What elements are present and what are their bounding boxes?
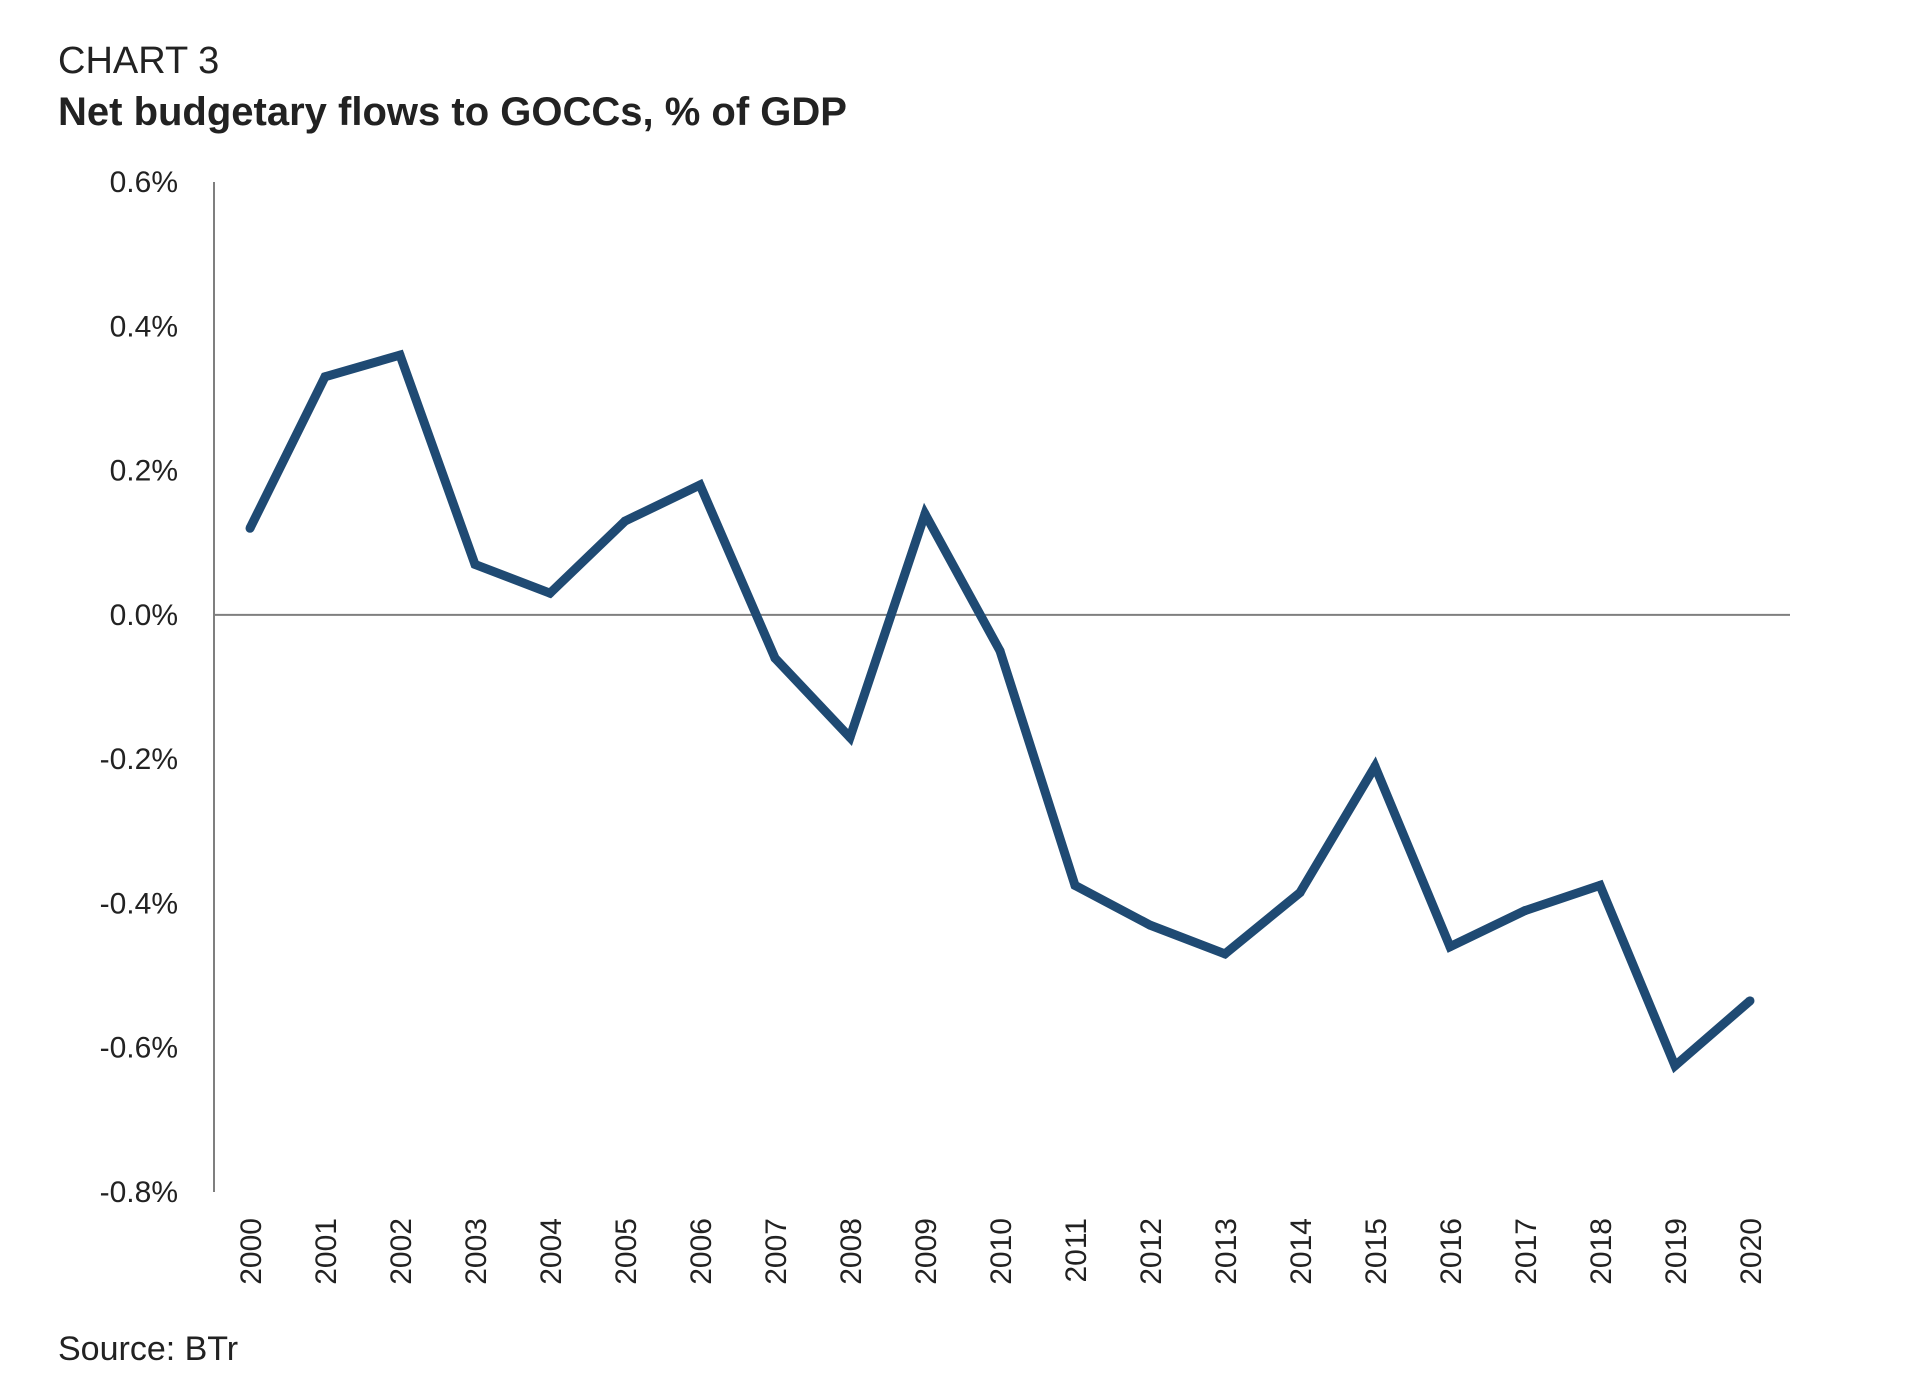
x-tick-label: 2016 bbox=[1435, 1218, 1468, 1285]
x-tick-label: 2010 bbox=[985, 1218, 1018, 1285]
y-tick-label: 0.6% bbox=[110, 166, 178, 199]
x-tick-label: 2006 bbox=[685, 1218, 718, 1285]
x-tick-label: 2003 bbox=[460, 1218, 493, 1285]
data-point bbox=[1520, 906, 1530, 916]
data-point bbox=[1295, 888, 1305, 898]
x-axis: 2000 2001 2002 2003 2004 2005 2006 2007 2008 2009… bbox=[214, 613, 1790, 1285]
data-point bbox=[1145, 920, 1155, 930]
x-tick-label: 2014 bbox=[1285, 1218, 1318, 1285]
y-axis: 0.6% 0.4% 0.2% 0.0% -0.2% -0.4% -0.6% -0.8% bbox=[100, 166, 215, 1209]
data-point bbox=[470, 559, 480, 569]
x-tick-label: 2012 bbox=[1135, 1218, 1168, 1285]
y-tick-label: 0.0% bbox=[110, 599, 178, 632]
series-group bbox=[245, 349, 1755, 1074]
x-tick-label: 2005 bbox=[610, 1218, 643, 1285]
y-tick-label: -0.8% bbox=[100, 1176, 178, 1209]
x-tick-label: 2020 bbox=[1735, 1218, 1768, 1285]
y-tick-label: 0.2% bbox=[110, 455, 178, 488]
data-point bbox=[1070, 880, 1080, 890]
x-tick-label: 2008 bbox=[835, 1218, 868, 1285]
x-tick-label: 2013 bbox=[1210, 1218, 1243, 1285]
x-tick-label: 2011 bbox=[1060, 1218, 1093, 1283]
x-tick-label: 2004 bbox=[535, 1218, 568, 1285]
x-tick-label: 2002 bbox=[385, 1218, 418, 1285]
chart-title: Net budgetary flows to GOCCs, % of GDP bbox=[58, 90, 847, 134]
data-point bbox=[1370, 761, 1380, 771]
x-tick-label: 2000 bbox=[235, 1218, 268, 1285]
x-tick-label: 2001 bbox=[310, 1218, 343, 1285]
data-point bbox=[770, 653, 780, 663]
data-point bbox=[695, 480, 705, 490]
x-tick-label: 2015 bbox=[1360, 1218, 1393, 1285]
data-point bbox=[395, 350, 405, 360]
data-point bbox=[1670, 1061, 1680, 1071]
data-point bbox=[1745, 996, 1755, 1006]
x-tick-label: 2007 bbox=[760, 1218, 793, 1285]
data-point bbox=[845, 733, 855, 742]
y-tick-label: -0.6% bbox=[100, 1032, 178, 1065]
data-point bbox=[920, 509, 930, 519]
data-point bbox=[545, 588, 555, 598]
x-tick-label: 2019 bbox=[1660, 1218, 1693, 1285]
y-tick-label: 0.4% bbox=[110, 310, 178, 343]
data-point bbox=[320, 372, 330, 382]
x-tick-label: 2009 bbox=[910, 1218, 943, 1285]
chart-number-label: CHART 3 bbox=[58, 40, 220, 82]
data-point bbox=[1220, 949, 1230, 959]
data-point bbox=[995, 646, 1005, 656]
x-tick-label: 2017 bbox=[1510, 1218, 1543, 1285]
y-tick-label: -0.4% bbox=[100, 887, 178, 920]
series-line bbox=[245, 349, 1753, 1074]
data-point bbox=[245, 523, 255, 533]
y-tick-label: -0.2% bbox=[100, 743, 178, 776]
data-point bbox=[1445, 942, 1455, 952]
x-tick-label: 2018 bbox=[1585, 1218, 1618, 1285]
source-note: Source: BTr bbox=[58, 1330, 239, 1368]
data-point bbox=[620, 516, 630, 526]
data-point bbox=[1595, 880, 1605, 890]
